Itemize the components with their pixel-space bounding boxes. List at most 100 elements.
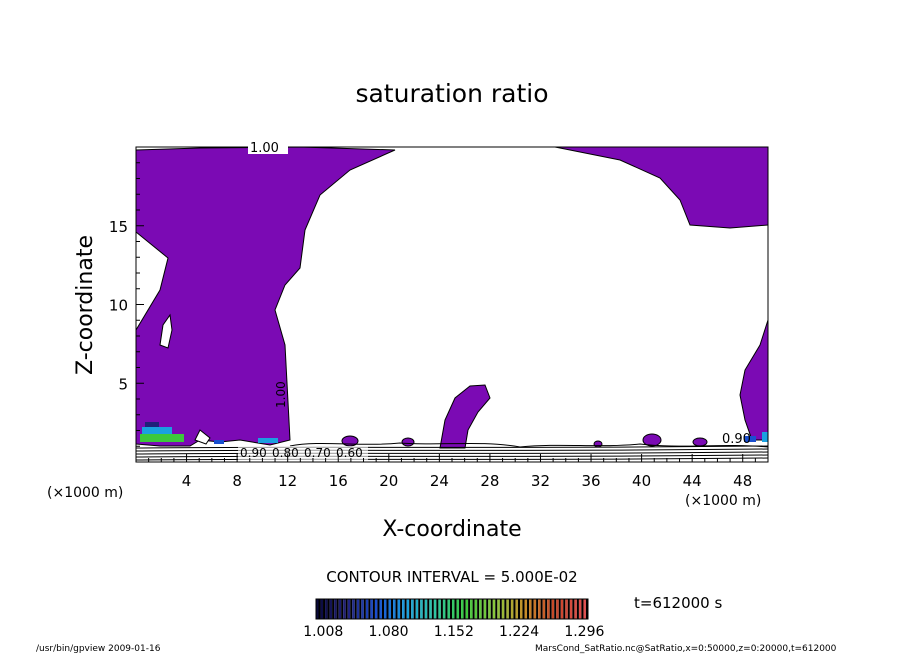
- colorbar-swatch: [420, 599, 423, 619]
- colorbar-swatch: [316, 599, 319, 619]
- x-tick-label: 16: [329, 472, 348, 490]
- colorbar-swatch: [483, 599, 487, 619]
- colorbar-separator: [404, 599, 407, 619]
- colorbar-separator: [449, 599, 452, 619]
- colorbar-swatch: [524, 599, 528, 619]
- colorbar-separator: [341, 599, 344, 619]
- colorbar-tick-label: 1.296: [564, 624, 604, 640]
- contour-label: 1.00: [250, 141, 279, 156]
- colorbar-separator: [545, 599, 548, 619]
- colorbar-separator: [558, 599, 561, 619]
- colorbar-swatch: [542, 599, 546, 619]
- colorbar-separator: [531, 599, 534, 619]
- colorbar-swatch: [388, 599, 392, 619]
- colorbar-separator: [540, 599, 543, 619]
- colorbar-separator: [377, 599, 380, 619]
- x-tick-label: 40: [632, 472, 651, 490]
- chart-title: saturation ratio: [355, 79, 548, 108]
- colorbar-swatch: [506, 599, 509, 619]
- colorbar-swatch: [569, 599, 573, 619]
- colorbar-frame: [315, 598, 589, 620]
- colorbar-separator: [508, 599, 511, 619]
- colorbar-tick-label: 1.152: [434, 624, 474, 640]
- time-label: t=612000 s: [634, 594, 722, 612]
- colorbar-swatch: [370, 599, 373, 619]
- colorbar-separator: [499, 599, 502, 619]
- colorbar-separator: [572, 599, 575, 619]
- colorbar-swatch: [456, 599, 460, 619]
- colorbar-swatch: [452, 599, 455, 619]
- high-saturation-patch: [744, 436, 756, 442]
- x-unit-label: (×1000 m): [685, 493, 761, 509]
- colorbar-swatch: [461, 599, 464, 619]
- small-cell: [401, 437, 415, 447]
- subsaturated-hole: [159, 313, 173, 349]
- colorbar-swatch: [465, 599, 469, 619]
- high-saturation-patch: [145, 422, 159, 427]
- y-axis-title: Z-coordinate: [73, 235, 98, 375]
- x-tick-label: 4: [182, 472, 192, 490]
- contour-label: 0.60: [336, 446, 363, 460]
- x-tick-label: 36: [581, 472, 600, 490]
- colorbar-separator: [463, 599, 466, 619]
- colorbar-swatch: [442, 599, 446, 619]
- colorbar-separator: [517, 599, 520, 619]
- high-saturation-patch: [142, 427, 172, 434]
- contour-label: 0.90: [240, 446, 267, 460]
- contour-label-group: 1.00 1.00 0.90 0.80 0.70 0.60 0.90: [238, 140, 751, 460]
- colorbar-separator: [554, 599, 557, 619]
- colorbar-swatch: [560, 599, 564, 619]
- colorbar-swatch: [352, 599, 355, 619]
- colorbar-swatch: [447, 599, 450, 619]
- colorbar-separator: [409, 599, 412, 619]
- contour-label: 1.00: [274, 381, 288, 408]
- colorbar-swatch: [374, 599, 378, 619]
- small-cell: [593, 440, 603, 448]
- colorbar-separator: [477, 599, 480, 619]
- colorbar-swatch: [497, 599, 500, 619]
- colorbar-tick-label: 1.224: [499, 624, 539, 640]
- colorbar: [316, 599, 588, 619]
- colorbar-separator: [495, 599, 498, 619]
- y-axis-ticks: 5 10 15: [109, 162, 144, 447]
- colorbar-separator: [567, 599, 570, 619]
- colorbar-swatch: [470, 599, 473, 619]
- colorbar-separator: [486, 599, 489, 619]
- colorbar-separator: [427, 599, 430, 619]
- high-saturation-patch: [762, 432, 768, 442]
- colorbar-swatch: [510, 599, 514, 619]
- colorbar-swatch: [529, 599, 532, 619]
- colorbar-swatch: [411, 599, 414, 619]
- high-saturation-patch: [140, 434, 184, 442]
- colorbar-separator: [381, 599, 384, 619]
- y-tick-label: 15: [109, 218, 128, 236]
- y-tick-label: 10: [109, 297, 128, 315]
- colorbar-separator: [563, 599, 566, 619]
- colorbar-swatch: [520, 599, 523, 619]
- colorbar-swatch: [325, 599, 328, 619]
- colorbar-separator: [395, 599, 398, 619]
- colorbar-swatch: [488, 599, 491, 619]
- colorbar-separator: [576, 599, 579, 619]
- colorbar-swatch: [402, 599, 405, 619]
- contour-label: 0.90: [722, 432, 751, 447]
- colorbar-separator: [413, 599, 416, 619]
- colorbar-swatch: [501, 599, 505, 619]
- x-tick-label: 20: [379, 472, 398, 490]
- colorbar-swatch: [338, 599, 342, 619]
- colorbar-separator: [372, 599, 375, 619]
- colorbar-swatch: [320, 599, 324, 619]
- colorbar-swatch: [515, 599, 518, 619]
- colorbar-separator: [354, 599, 357, 619]
- colorbar-swatch: [433, 599, 437, 619]
- colorbar-separator: [468, 599, 471, 619]
- colorbar-swatch: [347, 599, 351, 619]
- colorbar-swatch: [329, 599, 333, 619]
- colorbar-swatch: [393, 599, 396, 619]
- colorbar-separator: [386, 599, 389, 619]
- colorbar-separator: [418, 599, 421, 619]
- colorbar-swatch: [424, 599, 428, 619]
- colorbar-swatch: [397, 599, 401, 619]
- colorbar-swatch: [406, 599, 410, 619]
- colorbar-separator: [549, 599, 552, 619]
